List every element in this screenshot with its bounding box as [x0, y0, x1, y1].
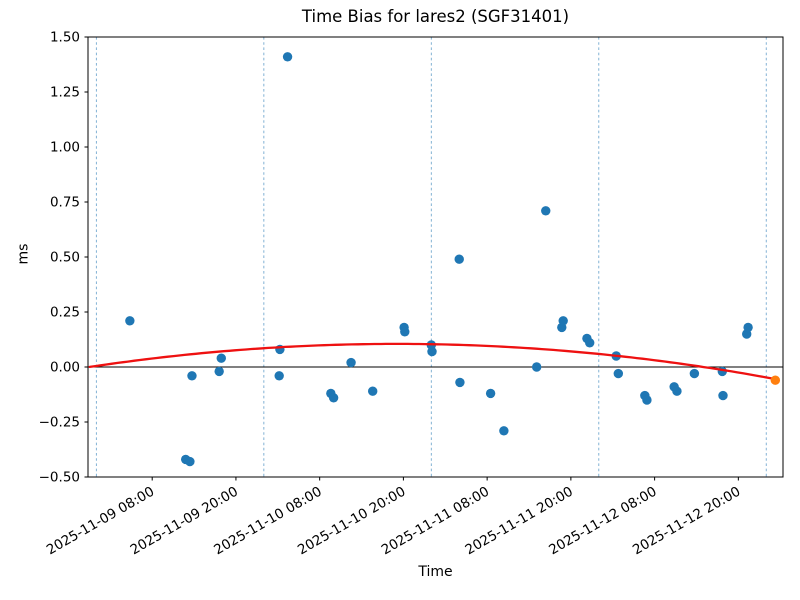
data-point [185, 456, 195, 467]
data-point [672, 386, 682, 396]
data-point [485, 388, 496, 399]
trend-line [88, 342, 777, 381]
data-point [367, 386, 378, 396]
data-point [454, 254, 464, 264]
y-tick-label: 0.50 [50, 250, 80, 266]
data-point [187, 371, 197, 381]
data-point [531, 362, 542, 372]
data-point [558, 316, 568, 326]
y-tick-label: −0.50 [39, 470, 80, 486]
data-point [427, 346, 437, 357]
y-tick-label: 0.25 [50, 305, 80, 321]
data-point [274, 371, 284, 381]
data-point [214, 366, 224, 377]
y-tick-label: 1.00 [50, 140, 80, 156]
data-point [346, 357, 356, 368]
data-point [282, 52, 293, 62]
data-point [400, 327, 410, 337]
x-axis-label: Time [418, 564, 453, 580]
y-tick-label: 0.75 [50, 195, 80, 211]
data-point [216, 353, 226, 363]
data-point [328, 393, 339, 403]
data-point [125, 316, 135, 326]
data-point [613, 368, 624, 379]
plot-border [87, 36, 784, 478]
predicted-point [770, 375, 781, 385]
y-tick-label: 0.00 [50, 360, 80, 376]
y-tick-label: −0.25 [39, 415, 80, 431]
data-point [455, 377, 465, 388]
data-point [585, 338, 595, 348]
y-tick-label: 1.25 [50, 85, 80, 101]
data-point [541, 206, 551, 216]
chart-title: Time Bias for lares2 (SGF31401) [301, 7, 570, 26]
data-point [718, 390, 728, 401]
y-tick-label: 1.50 [50, 30, 80, 46]
data-point [743, 322, 753, 333]
data-point [689, 368, 700, 379]
data-point [642, 395, 652, 405]
data-point [499, 426, 509, 436]
